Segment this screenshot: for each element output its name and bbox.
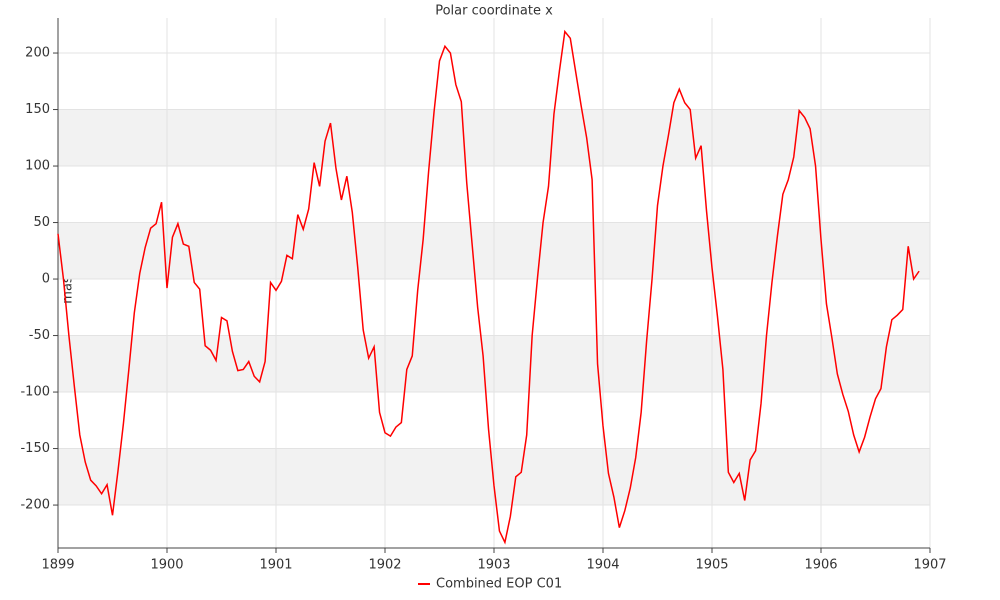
y-tick-label: -200 [20, 498, 50, 513]
x-tick-label: 1907 [913, 558, 946, 573]
y-tick-label: 150 [25, 102, 50, 117]
line-series [57, 29, 920, 545]
x-tick-label: 1905 [695, 558, 728, 573]
x-tick-label: 1903 [477, 558, 510, 573]
y-tick-label: 50 [33, 215, 50, 230]
y-tick-label: -150 [20, 441, 50, 456]
y-axis-label: mas [61, 276, 76, 304]
x-tick-label: 1904 [586, 558, 619, 573]
legend-label: Combined EOP C01 [436, 577, 562, 592]
x-tick-label: 1899 [41, 558, 74, 573]
x-tick-label: 1900 [150, 558, 183, 573]
x-tick-label: 1901 [259, 558, 292, 573]
y-tick-label: 200 [25, 46, 50, 61]
chart-title: Polar coordinate x [435, 4, 553, 19]
plot-area: -200 -150 -100 -50 0 50 100 150 200 1899 1900 1901 1… [20, 18, 947, 573]
y-tick-label: 100 [25, 159, 50, 174]
x-tick-label: 1902 [368, 558, 401, 573]
y-tick-label: -100 [20, 385, 50, 400]
y-tick-label: 0 [42, 272, 50, 287]
x-tick-label: 1906 [804, 558, 837, 573]
y-tick-label: -50 [29, 328, 50, 343]
